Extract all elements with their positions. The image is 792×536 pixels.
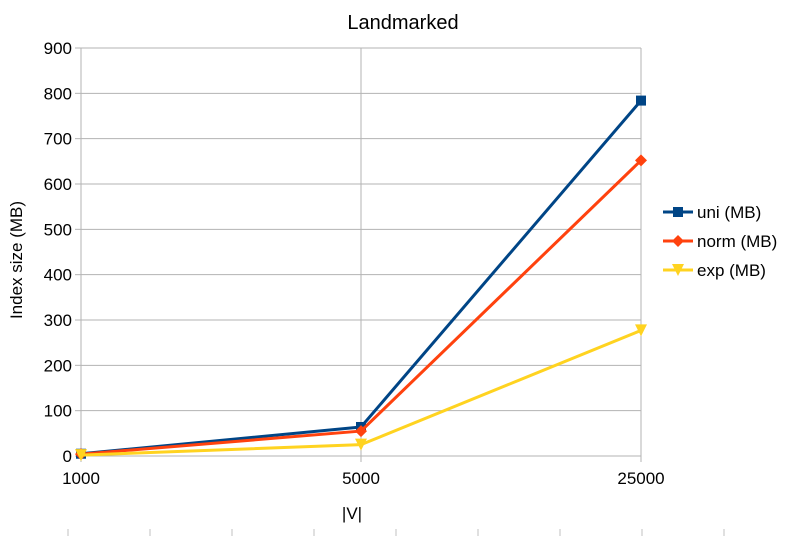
data-point [355,425,367,438]
y-tick-label: 500 [44,220,72,239]
legend: uni (MB) norm (MB) exp (MB) [663,203,777,280]
legend-item: uni (MB) [663,203,761,222]
x-tick-label: 25000 [617,469,664,488]
y-tick-label: 100 [44,402,72,421]
y-tick-label: 900 [44,39,72,58]
x-axis-ticks: 1000 5000 25000 [62,469,665,488]
y-axis-label: Index size (MB) [7,201,26,319]
data-point [635,324,647,337]
y-tick-label: 0 [63,447,72,466]
legend-marker [672,264,684,276]
y-axis-ticks: 0 100 200 300 400 500 600 700 800 900 [44,39,81,466]
bottom-ruler-ticks [67,529,725,536]
y-tick-label: 800 [44,84,72,103]
legend-label: exp (MB) [697,261,766,280]
legend-label: norm (MB) [697,232,777,251]
data-point [75,449,87,462]
series-lines [75,95,647,462]
chart-title: Landmarked [347,12,458,34]
y-tick-label: 600 [44,175,72,194]
data-point [635,154,647,167]
data-point [355,438,367,451]
y-tick-label: 200 [44,356,72,375]
legend-label: uni (MB) [697,203,761,222]
x-axis-label: |V| [342,504,362,523]
y-tick-label: 700 [44,130,72,149]
legend-item: norm (MB) [663,232,777,251]
legend-item: exp (MB) [663,261,766,280]
x-tick-label: 5000 [342,469,380,488]
legend-marker [673,207,683,217]
y-tick-label: 400 [44,266,72,285]
data-point [636,95,646,106]
x-tick-label: 1000 [62,469,100,488]
legend-marker [672,235,684,247]
series-2 [75,324,647,462]
y-tick-label: 300 [44,311,72,330]
gridlines [80,47,642,462]
